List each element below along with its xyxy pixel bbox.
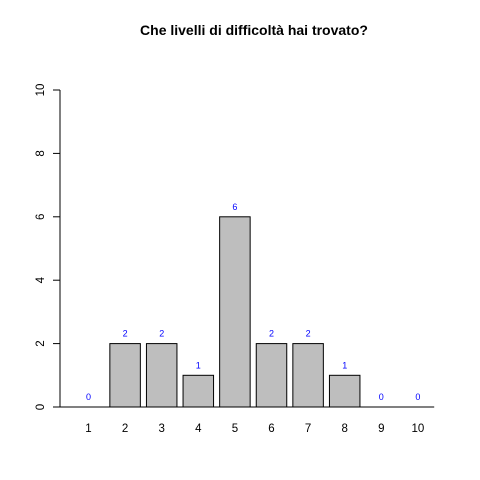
y-axis: 0 2 4 6 8 10 bbox=[35, 84, 61, 410]
x-tick-label: 8 bbox=[341, 423, 347, 435]
bar bbox=[328, 374, 361, 408]
y-tick-label: 6 bbox=[35, 214, 47, 220]
x-tick-label: 1 bbox=[85, 423, 91, 435]
x-tick-label: 4 bbox=[195, 423, 202, 435]
x-tick-label: 5 bbox=[232, 423, 238, 435]
bar bbox=[292, 343, 324, 408]
data-label: 0 bbox=[379, 392, 384, 402]
data-label: 6 bbox=[232, 202, 237, 212]
y-tick-label: 4 bbox=[35, 276, 47, 283]
data-label: 2 bbox=[306, 329, 311, 339]
x-tick-label: 6 bbox=[268, 423, 274, 435]
data-label: 2 bbox=[123, 329, 128, 339]
y-tick-label: 10 bbox=[35, 84, 47, 97]
bar bbox=[109, 343, 141, 408]
x-tick-label: 2 bbox=[122, 423, 128, 435]
bar bbox=[145, 343, 178, 408]
data-label: 0 bbox=[86, 392, 91, 402]
bar bbox=[219, 216, 251, 408]
bar bbox=[182, 374, 215, 408]
x-tick-label: 3 bbox=[158, 423, 164, 435]
data-label: 1 bbox=[342, 360, 347, 370]
y-tick-label: 0 bbox=[35, 404, 47, 410]
bars bbox=[73, 216, 434, 408]
chart-title: Che livelli di difficoltà hai trovato? bbox=[140, 22, 368, 38]
data-label: 1 bbox=[196, 360, 201, 370]
x-tick-label: 10 bbox=[412, 423, 425, 435]
data-labels: 0 2 2 1 6 2 2 1 0 0 bbox=[86, 202, 420, 402]
x-axis: 1 2 3 4 5 6 7 8 9 10 bbox=[58, 406, 435, 435]
bar bbox=[255, 343, 288, 408]
data-label: 2 bbox=[269, 329, 274, 339]
x-tick-label: 9 bbox=[378, 423, 384, 435]
y-tick-label: 2 bbox=[35, 340, 47, 346]
data-label: 0 bbox=[415, 392, 420, 402]
data-label: 2 bbox=[159, 329, 164, 339]
y-tick-label: 8 bbox=[35, 150, 47, 156]
x-tick-label: 7 bbox=[305, 423, 311, 435]
